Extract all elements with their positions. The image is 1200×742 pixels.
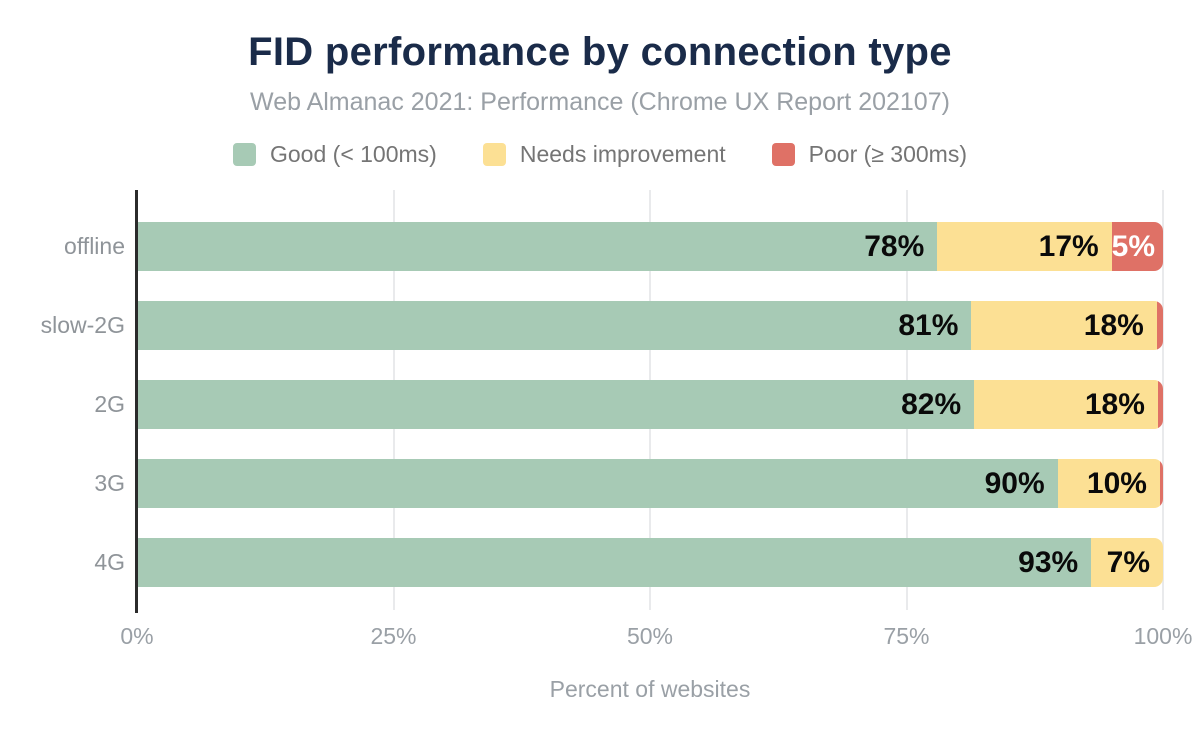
- stacked-bar: 82% 18%: [137, 380, 1163, 429]
- bar-segment: 90%: [137, 459, 1058, 508]
- legend-label: Poor (≥ 300ms): [808, 141, 967, 167]
- plot-area: offline 78% 17% 5% slow-2G 81% 18% 2G 82% 18% 3G 90…: [41, 190, 1192, 649]
- legend: Good (< 100ms) Needs improvement Poor (≥ 3…: [0, 141, 1200, 168]
- x-axis-tick-label: 0%: [120, 623, 154, 649]
- chart-subtitle: Web Almanac 2021: Performance (Chrome UX…: [250, 88, 950, 116]
- legend-swatch-icon: [482, 143, 506, 166]
- legend-swatch-icon: [771, 143, 795, 166]
- bar-segment: 7%: [1091, 538, 1163, 587]
- bar-segment: [1157, 380, 1163, 429]
- x-axis-title: Percent of websites: [549, 676, 751, 702]
- legend-item: Poor (≥ 300ms): [771, 141, 967, 168]
- bar-value-label: 18%: [1084, 387, 1145, 421]
- y-axis-line: [135, 190, 138, 613]
- bar-row: 3G 90% 10%: [94, 459, 1163, 508]
- legend-label: Needs improvement: [519, 141, 726, 167]
- bar-segment: 81%: [137, 301, 972, 350]
- x-axis-tick-label: 50%: [626, 623, 674, 649]
- bar-segment: 5%: [1112, 222, 1163, 271]
- gridline: [1162, 190, 1164, 610]
- bar-value-label: 90%: [984, 466, 1045, 500]
- legend-item: Needs improvement: [482, 141, 726, 168]
- bar-value-label: 10%: [1086, 466, 1147, 500]
- bar-value-label: 82%: [901, 387, 962, 421]
- x-axis-tick-label: 25%: [370, 623, 417, 649]
- stacked-bar: 81% 18%: [137, 301, 1163, 350]
- bar-value-label: 7%: [1106, 545, 1150, 579]
- bar-value-label: 17%: [1038, 229, 1099, 263]
- legend-swatch-icon: [233, 143, 256, 166]
- bar-segment: 17%: [937, 222, 1112, 271]
- bar-segment: 93%: [137, 538, 1092, 587]
- bar-value-label: 93%: [1018, 545, 1079, 579]
- x-axis-tick-label: 75%: [883, 623, 930, 649]
- y-axis-label: offline: [64, 233, 125, 259]
- x-axis-ticks: 0% 25% 50% 75% 100%: [120, 190, 1192, 649]
- bar-value-label: 18%: [1083, 308, 1144, 342]
- chart-title: FID performance by connection type: [248, 30, 952, 74]
- y-axis-label: slow-2G: [40, 312, 125, 338]
- y-axis-label: 4G: [94, 549, 125, 575]
- bar-segment: 18%: [974, 380, 1158, 429]
- bar-row: slow-2G 81% 18%: [41, 301, 1163, 350]
- y-axis-label: 3G: [94, 470, 125, 496]
- bar-value-label: 78%: [864, 229, 925, 263]
- x-axis-tick-label: 100%: [1133, 623, 1193, 649]
- bar-segment: [1156, 301, 1163, 350]
- bar-value-label: 81%: [898, 308, 959, 342]
- bar-segment: 10%: [1057, 459, 1160, 508]
- bar-value-label: 5%: [1111, 229, 1155, 263]
- stacked-bar: 78% 17% 5%: [137, 222, 1163, 271]
- y-axis-label: 2G: [94, 391, 125, 417]
- stacked-bar: 93% 7%: [137, 538, 1163, 587]
- bars-container: offline 78% 17% 5% slow-2G 81% 18% 2G 82% 18% 3G 90…: [41, 222, 1163, 587]
- legend-item: Good (< 100ms): [233, 141, 437, 168]
- bar-segment: [1159, 459, 1163, 508]
- bar-row: 4G 93% 7%: [94, 538, 1163, 587]
- bar-segment: 82%: [137, 380, 975, 429]
- bar-segment: 78%: [137, 222, 938, 271]
- bar-row: 2G 82% 18%: [94, 380, 1163, 429]
- bar-row: offline 78% 17% 5%: [64, 222, 1163, 271]
- bar-segment: 18%: [971, 301, 1157, 350]
- legend-label: Good (< 100ms): [270, 141, 437, 167]
- stacked-bar: 90% 10%: [137, 459, 1163, 508]
